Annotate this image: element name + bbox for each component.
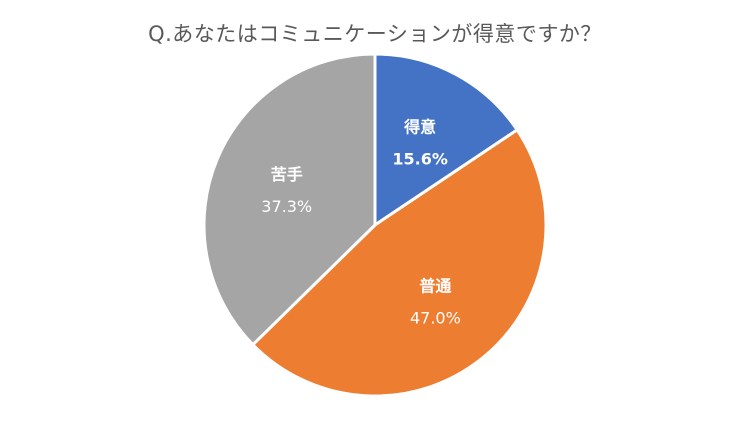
slice-value-nigate: 37.3% xyxy=(261,197,312,216)
slice-label-tokui: 得意 xyxy=(403,118,436,137)
pie-slice-nigate xyxy=(202,52,377,347)
slice-label-nigate: 苦手 xyxy=(271,165,303,184)
slice-value-futsuu: 47.0% xyxy=(410,308,461,327)
slice-value-tokui: 15.6% xyxy=(392,150,448,169)
pie-slice-tokui xyxy=(373,52,519,227)
slice-label-futsuu: 普通 xyxy=(419,276,451,295)
chart-title: Q.あなたはコミュニケーションが得意ですか？ xyxy=(148,22,602,46)
pie-slice-futsuu xyxy=(251,128,548,398)
